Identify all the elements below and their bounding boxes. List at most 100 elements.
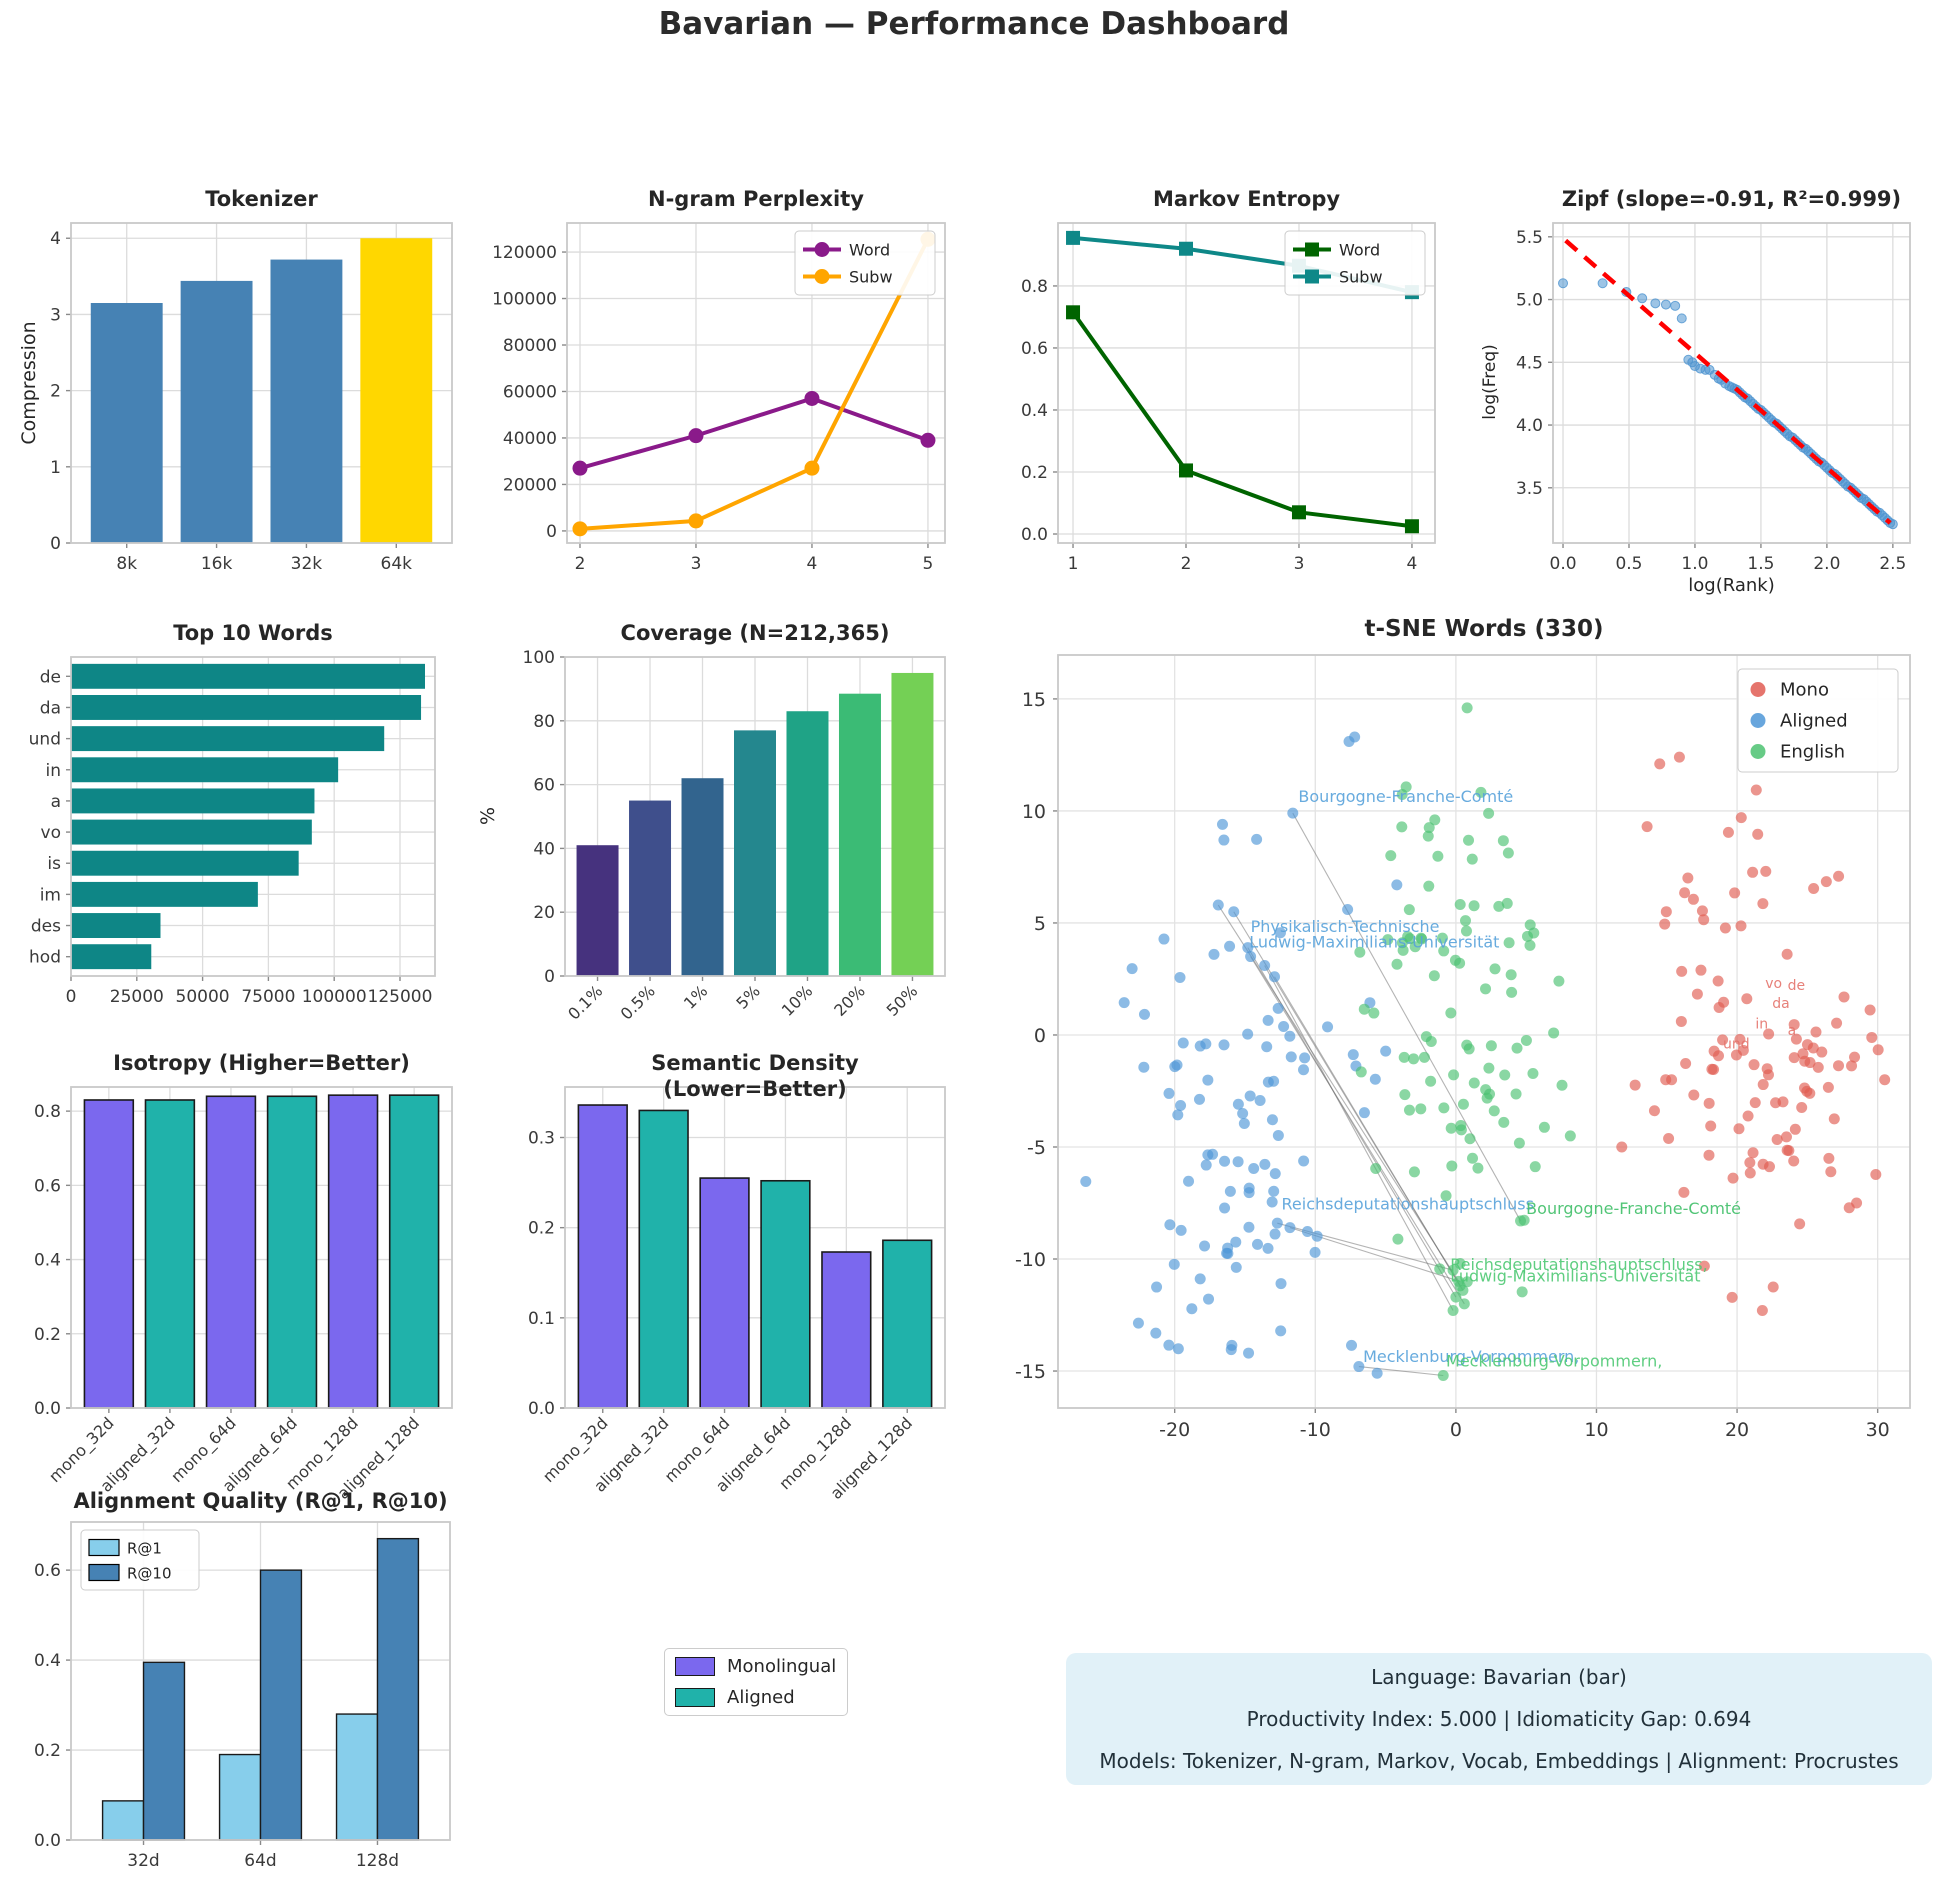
svg-text:40000: 40000 xyxy=(503,429,557,449)
svg-text:100000: 100000 xyxy=(302,987,367,1007)
svg-text:Ludwig-Maximilians-Universität: Ludwig-Maximilians-Universität xyxy=(1450,1266,1700,1285)
svg-text:is: is xyxy=(47,854,61,874)
page-title: Bavarian — Performance Dashboard xyxy=(658,6,1290,42)
svg-text:4: 4 xyxy=(807,554,818,574)
svg-text:0.2: 0.2 xyxy=(1021,463,1048,483)
chart-zipf: 3.5 4.0 4.5 5.0 5.5 0.0 0.5 1.0 1.5 2.0 2.5 Zipf (… xyxy=(1460,150,1948,620)
chart-coverage: 0 20 40 60 80 100 0.1% 0.5% 1% 5% 10% 20% 50% Covera… xyxy=(460,600,960,1060)
info-language: Language: Bavarian (bar) xyxy=(1371,1665,1627,1689)
legend-item-monolingual: Monolingual xyxy=(675,1652,847,1680)
svg-text:2.0: 2.0 xyxy=(1813,554,1840,574)
svg-text:4: 4 xyxy=(1407,554,1418,574)
svg-text:1.5: 1.5 xyxy=(1747,554,1774,574)
svg-text:da: da xyxy=(1772,996,1789,1012)
svg-text:vo: vo xyxy=(1765,976,1782,992)
svg-text:0.0: 0.0 xyxy=(34,1831,61,1851)
topwords-plot: 0 25000 50000 75000 100000 125000 de da und in a vo… xyxy=(29,656,436,1007)
svg-text:0.0: 0.0 xyxy=(528,1399,555,1419)
svg-text:0.3: 0.3 xyxy=(528,1128,555,1148)
alignment-title: Alignment Quality (R@1, R@10) xyxy=(73,1489,448,1513)
coverage-title: Coverage (N=212,365) xyxy=(620,621,890,645)
svg-text:32d: 32d xyxy=(127,1851,159,1871)
svg-text:60: 60 xyxy=(533,776,555,796)
svg-text:0.1: 0.1 xyxy=(528,1309,555,1329)
svg-text:de: de xyxy=(1788,978,1806,994)
svg-text:0.5%: 0.5% xyxy=(617,981,659,1023)
svg-text:0: 0 xyxy=(546,522,557,542)
svg-text:5.5: 5.5 xyxy=(1516,228,1543,248)
zipf-title: Zipf (slope=-0.91, R²=0.999) xyxy=(1561,187,1902,211)
svg-text:0.4: 0.4 xyxy=(34,1251,61,1271)
svg-text:0.1%: 0.1% xyxy=(564,981,606,1023)
svg-text:128d: 128d xyxy=(356,1851,399,1871)
svg-text:Aligned: Aligned xyxy=(1780,711,1848,732)
svg-text:5: 5 xyxy=(1034,913,1046,935)
svg-text:-5: -5 xyxy=(1027,1137,1046,1159)
svg-text:und: und xyxy=(1723,1036,1750,1052)
tsne-plot: -15 -10 -5 0 5 10 15 -20 -10 0 10 20 30 Bourgogne-Fra… xyxy=(1015,654,1911,1441)
svg-text:0.8: 0.8 xyxy=(1021,277,1048,297)
svg-text:des: des xyxy=(31,917,61,937)
svg-text:0.2: 0.2 xyxy=(34,1741,61,1761)
svg-text:a: a xyxy=(1788,1023,1797,1039)
tokenizer-ylabel: Compression xyxy=(18,321,40,445)
svg-text:0.4: 0.4 xyxy=(1021,401,1048,421)
svg-text:in: in xyxy=(1755,1016,1768,1032)
svg-text:8k: 8k xyxy=(116,554,137,574)
svg-text:da: da xyxy=(40,698,61,718)
coverage-ylabel: % xyxy=(477,806,499,826)
svg-text:20%: 20% xyxy=(830,981,869,1020)
svg-text:Subw: Subw xyxy=(1339,268,1383,287)
monolingual-swatch-icon xyxy=(675,1656,715,1676)
figure-legend: Monolingual Aligned xyxy=(664,1648,848,1716)
svg-text:64k: 64k xyxy=(381,554,413,574)
chart-tsne-words: -15 -10 -5 0 5 10 15 -20 -10 0 10 20 30 Bourgogne-Fra… xyxy=(1000,600,1948,1460)
svg-text:0: 0 xyxy=(66,987,77,1007)
svg-text:80000: 80000 xyxy=(503,336,557,356)
density-plot: 0.00.10.20.3mono_32daligned_32dmono_64da… xyxy=(528,1086,946,1500)
svg-text:0: 0 xyxy=(50,534,61,554)
svg-text:a: a xyxy=(51,792,61,812)
svg-text:25000: 25000 xyxy=(110,987,164,1007)
svg-text:5: 5 xyxy=(923,554,934,574)
svg-text:0: 0 xyxy=(544,967,555,987)
legend-label: Aligned xyxy=(727,1686,795,1708)
chart-alignment-quality: 0.0 0.2 0.4 0.6 32d 64d 128d R@1 R@10 Alignment … xyxy=(8,1460,458,1886)
svg-text:0.0: 0.0 xyxy=(1021,525,1048,545)
svg-text:0.6: 0.6 xyxy=(1021,339,1048,359)
alignment-plot: 0.0 0.2 0.4 0.6 32d 64d 128d R@1 R@10 xyxy=(34,1521,451,1871)
svg-text:4.0: 4.0 xyxy=(1516,416,1543,436)
svg-text:120000: 120000 xyxy=(492,243,557,263)
svg-text:2: 2 xyxy=(50,382,61,402)
svg-text:1: 1 xyxy=(50,458,61,478)
svg-text:80: 80 xyxy=(533,712,555,732)
svg-text:0.0: 0.0 xyxy=(34,1399,61,1419)
svg-text:im: im xyxy=(40,885,61,905)
ngram-plot: 0 20000 40000 60000 80000 100000 120000 2 3 4 5 Wor… xyxy=(492,222,946,574)
chart-isotropy: 0.0 0.2 0.4 0.6 0.8 mono_32d aligned_32d mono_6… xyxy=(8,1030,458,1500)
density-title: Semantic Density (Lower=Better) xyxy=(651,1051,859,1101)
svg-text:20: 20 xyxy=(533,903,555,923)
markov-plot: 0.0 0.2 0.4 0.6 0.8 1 2 3 4 Word Subw xyxy=(1021,222,1436,574)
svg-text:3: 3 xyxy=(50,305,61,325)
svg-text:64d: 64d xyxy=(244,1851,276,1871)
svg-text:Physikalisch-Technische: Physikalisch-Technische xyxy=(1251,917,1440,936)
svg-text:100000: 100000 xyxy=(492,290,557,310)
svg-text:0.8: 0.8 xyxy=(34,1102,61,1122)
svg-text:Bourgogne-Franche-Comté: Bourgogne-Franche-Comté xyxy=(1526,1199,1741,1218)
topwords-title: Top 10 Words xyxy=(173,621,333,645)
svg-text:vo: vo xyxy=(41,823,61,843)
svg-text:R@10: R@10 xyxy=(127,1565,172,1583)
svg-text:50%: 50% xyxy=(883,981,922,1020)
svg-text:30: 30 xyxy=(1866,1419,1890,1441)
chart-tokenizer: 0 1 2 3 4 8k 16k 32k 64k Tokenizer Compression xyxy=(8,150,458,620)
svg-text:2: 2 xyxy=(575,554,586,574)
chart-markov-entropy: 0.0 0.2 0.4 0.6 0.8 1 2 3 4 Word Subw Markov Entro… xyxy=(1000,150,1450,620)
svg-text:10: 10 xyxy=(1584,1419,1608,1441)
svg-text:16k: 16k xyxy=(201,554,233,574)
svg-text:-20: -20 xyxy=(1159,1419,1190,1441)
info-metrics: Productivity Index: 5.000 | Idiomaticity… xyxy=(1246,1707,1752,1731)
svg-text:4.5: 4.5 xyxy=(1516,353,1543,373)
svg-text:5%: 5% xyxy=(732,981,763,1012)
